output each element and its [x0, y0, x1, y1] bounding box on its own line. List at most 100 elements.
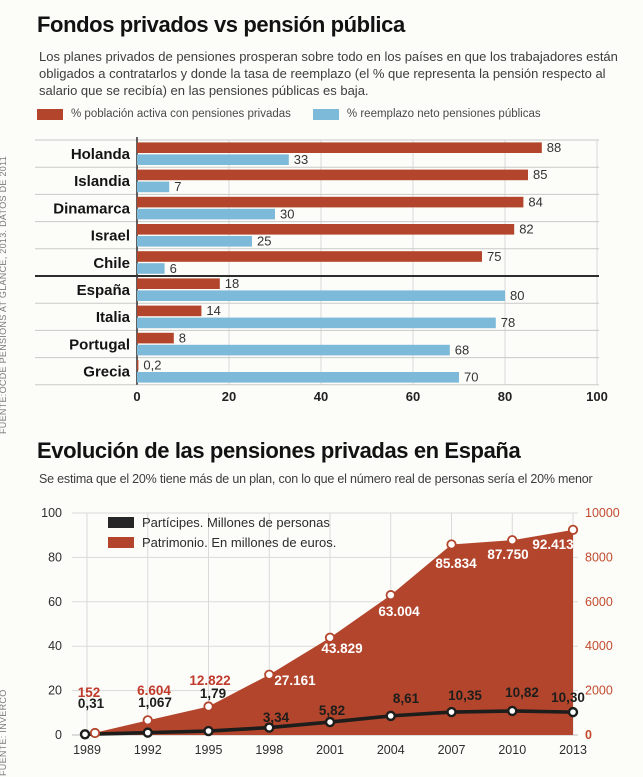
- legend-item-publicas: % reemplazo neto pensiones públicas: [312, 108, 541, 120]
- bottom-chart-title: Evolución de las pensiones privadas en E…: [37, 438, 521, 463]
- bar-public-replacement: [137, 181, 170, 193]
- patrimonio-area: [87, 529, 573, 735]
- bar-value-private: 18: [225, 276, 239, 291]
- patrimonio-value-label: 85.834: [435, 556, 477, 571]
- right-axis-tick: 2000: [585, 684, 613, 698]
- bar-public-replacement: [137, 290, 505, 301]
- year-tick: 2001: [316, 743, 344, 757]
- bottom-chart-legend: Partícipes. Millones de personas Patrimo…: [108, 515, 336, 550]
- patrimonio-value-label: 92.413: [532, 537, 574, 552]
- bar-public-replacement: [137, 317, 496, 329]
- bar-public-replacement: [137, 208, 275, 220]
- year-tick: 1998: [255, 743, 283, 757]
- bar-value-public: 25: [257, 234, 271, 249]
- participes-point: [385, 710, 396, 722]
- left-axis-tick: 60: [48, 595, 62, 609]
- participes-value-label: 3,34: [263, 710, 290, 725]
- patrimonio-point: [89, 727, 101, 739]
- participes-point: [203, 725, 214, 737]
- patrimonio-point: [385, 590, 396, 601]
- legend-label-participes: Partícipes. Millones de personas: [142, 515, 330, 530]
- patrimonio-value-label: 43.829: [321, 641, 362, 656]
- patrimonio-point: [567, 524, 579, 535]
- country-label: Chile: [93, 255, 130, 272]
- x-axis-tick: 20: [222, 389, 236, 404]
- country-label: Grecia: [83, 364, 130, 381]
- bar-value-private: 14: [206, 303, 220, 318]
- patrimonio-point: [507, 535, 518, 546]
- country-label: Islandia: [74, 173, 131, 190]
- legend-item-patrimonio: Patrimonio. En millones de euros.: [108, 535, 336, 550]
- bar-private-pensions: [137, 360, 139, 371]
- x-axis-tick: 100: [586, 389, 608, 404]
- bar-private-pensions: [137, 332, 174, 344]
- x-axis-tick: 0: [133, 389, 140, 404]
- left-axis-tick: 0: [55, 728, 62, 742]
- year-tick: 2010: [498, 743, 526, 757]
- bar-private-pensions: [137, 142, 542, 153]
- country-bar-chart: Holanda 88 33 Islandia 85 7 Dinamarca 84 30 Israe…: [35, 137, 608, 404]
- patrimonio-point: [203, 701, 214, 712]
- bar-value-private: 0,2: [143, 358, 161, 373]
- bottom-chart-subtitle: Se estima que el 20% tiene más de un pla…: [39, 472, 593, 486]
- bar-value-public: 30: [280, 206, 294, 221]
- legend-label-publicas: % reemplazo neto pensiones públicas: [346, 108, 541, 120]
- right-axis-tick: 10000: [585, 506, 620, 520]
- participes-value-label: 8,61: [393, 691, 420, 706]
- bar-value-private: 82: [519, 222, 533, 237]
- bar-value-public: 70: [464, 370, 478, 385]
- country-label: Dinamarca: [53, 200, 130, 217]
- participes-point: [79, 729, 91, 740]
- legend-item-privadas: % población activa con pensiones privada…: [37, 108, 291, 120]
- year-tick: 1995: [195, 743, 223, 757]
- legend-item-participes: Partícipes. Millones de personas: [108, 515, 336, 530]
- year-tick: 2004: [377, 743, 405, 757]
- patrimonio-value-label: 87.750: [487, 547, 528, 562]
- participes-point: [507, 705, 518, 717]
- participes-point: [324, 716, 336, 728]
- bar-public-replacement: [137, 344, 450, 356]
- bar-value-private: 8: [179, 330, 186, 345]
- participes-value-label: 0,31: [78, 696, 105, 711]
- patrimonio-point: [324, 632, 336, 643]
- year-tick: 2013: [559, 743, 587, 757]
- patrimonio-point: [142, 715, 153, 726]
- legend-swatch-participes: [108, 517, 134, 528]
- country-label: Holanda: [71, 146, 131, 163]
- bar-private-pensions: [137, 251, 482, 262]
- right-axis-tick: 4000: [585, 639, 613, 653]
- bar-value-private: 88: [547, 140, 561, 155]
- participes-point: [567, 706, 579, 718]
- patrimonio-value-label: 63.004: [378, 604, 420, 619]
- bar-public-replacement: [137, 236, 252, 247]
- bar-value-private: 84: [528, 194, 542, 209]
- evolution-chart: 152 6.604 12.822 27.161 43.829 63.004 85.834 87…: [41, 506, 620, 757]
- right-axis-tick: 8000: [585, 550, 613, 564]
- country-label: Israel: [91, 228, 130, 245]
- bar-value-public: 80: [510, 288, 524, 303]
- participes-value-label: 5,82: [319, 703, 345, 718]
- x-axis-tick: 80: [498, 389, 512, 404]
- left-axis-tick: 20: [48, 684, 62, 698]
- country-label: Italia: [96, 309, 131, 326]
- bar-value-public: 78: [501, 315, 515, 330]
- patrimonio-value-label: 27.161: [274, 673, 316, 688]
- bar-value-public: 7: [174, 179, 181, 194]
- bar-public-replacement: [137, 263, 165, 274]
- bar-value-private: 75: [487, 249, 501, 264]
- top-chart-legend: % población activa con pensiones privada…: [37, 108, 541, 120]
- participes-value-label: 10,82: [505, 685, 539, 700]
- country-label: Portugal: [69, 336, 130, 353]
- participes-point: [446, 706, 457, 718]
- left-axis-tick: 80: [48, 550, 62, 564]
- left-axis-tick: 100: [41, 506, 62, 520]
- top-chart-intro: Los planes privados de pensiones prosper…: [39, 49, 618, 98]
- year-tick: 1989: [73, 743, 101, 757]
- bar-public-replacement: [137, 154, 289, 165]
- x-axis-tick: 60: [406, 389, 420, 404]
- bar-private-pensions: [137, 169, 528, 181]
- participes-value-label: 10,30: [551, 690, 585, 705]
- participes-value-label: 1,067: [138, 695, 172, 710]
- legend-label-patrimonio: Patrimonio. En millones de euros.: [142, 535, 337, 550]
